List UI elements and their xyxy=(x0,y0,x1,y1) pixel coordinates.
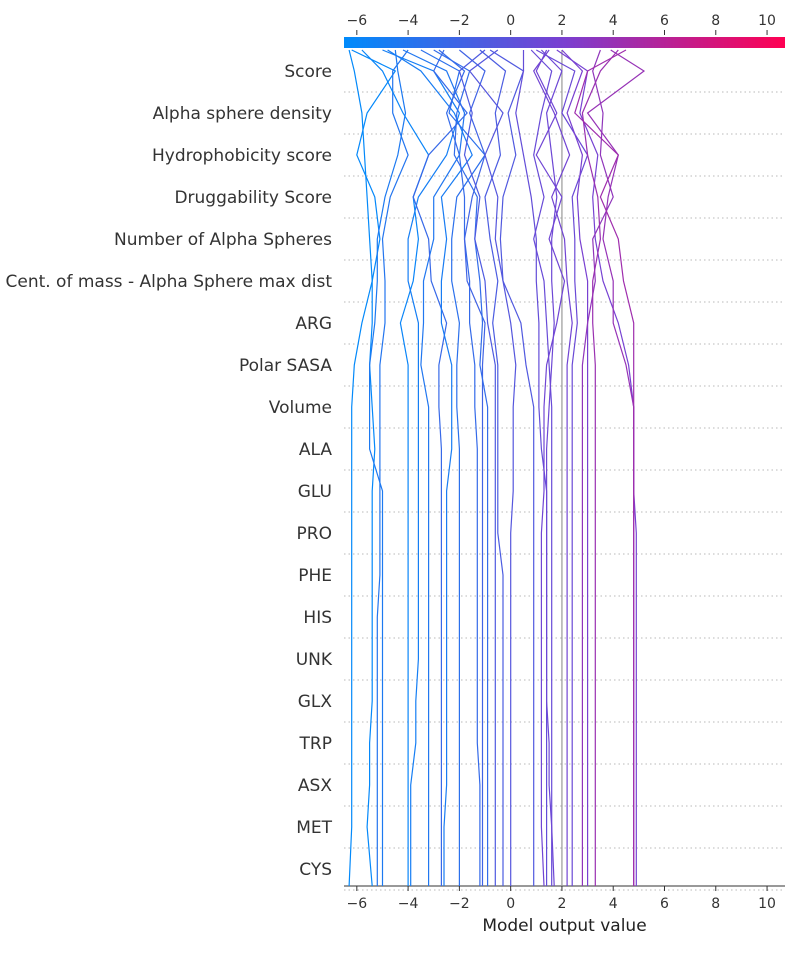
top-tick-label: −4 xyxy=(398,13,419,29)
feature-label: Alpha sphere density xyxy=(153,104,332,124)
feature-labels: Score Alpha sphere density Hydrophobicity … xyxy=(5,62,332,880)
decision-line-13 xyxy=(433,49,489,886)
feature-label: Cent. of mass - Alpha Sphere max dist xyxy=(5,272,332,292)
x-axis-label: Model output value xyxy=(482,916,646,936)
decision-line-11 xyxy=(438,49,481,886)
top-tick-label: −6 xyxy=(346,13,367,29)
decision-line-20 xyxy=(540,49,563,887)
feature-label: MET xyxy=(296,818,332,838)
feature-label: Number of Alpha Spheres xyxy=(114,230,332,250)
bottom-tick-label: 8 xyxy=(711,896,720,912)
decision-line-18 xyxy=(515,50,548,886)
decision-line-8 xyxy=(412,49,468,886)
decision-line-10 xyxy=(420,49,486,886)
decision-line-28 xyxy=(586,49,646,886)
axes: −6 −6 −4 −4 −2 −2 0 0 2 2 4 4 6 6 8 8 10 10 xyxy=(344,13,785,912)
feature-label: GLU xyxy=(298,482,332,502)
decision-line-15 xyxy=(479,49,507,886)
decision-line-29 xyxy=(574,49,635,886)
decision-line-16 xyxy=(468,49,517,886)
decision-line-25 xyxy=(556,49,637,886)
decision-line-7 xyxy=(402,49,466,886)
feature-label: ALA xyxy=(299,440,332,460)
feature-label: Polar SASA xyxy=(239,356,332,376)
decision-line-22 xyxy=(533,49,573,886)
feature-label: Hydrophobicity score xyxy=(152,146,332,166)
decision-line-23 xyxy=(536,49,589,886)
top-tick-label: 0 xyxy=(506,13,515,29)
feature-label: HIS xyxy=(303,608,332,628)
decision-line-3 xyxy=(376,49,409,886)
feature-label: TRP xyxy=(299,734,332,754)
row-gridlines xyxy=(344,91,785,891)
feature-label: PHE xyxy=(298,566,332,586)
top-tick-label: 10 xyxy=(758,13,776,29)
top-tick-label: −2 xyxy=(449,13,470,29)
decision-line-27 xyxy=(581,49,619,886)
bottom-tick-label: −2 xyxy=(449,896,470,912)
bottom-tick-label: 0 xyxy=(506,896,515,912)
decision-line-26 xyxy=(581,49,614,886)
decision-line-17 xyxy=(489,49,535,886)
bottom-tick-label: 2 xyxy=(557,896,566,912)
decision-line-24 xyxy=(561,49,589,886)
feature-label: GLX xyxy=(298,692,333,712)
bottom-tick-label: −6 xyxy=(346,896,367,912)
decision-line-14 xyxy=(458,49,496,886)
feature-label: PRO xyxy=(297,524,332,544)
bottom-tick-label: 10 xyxy=(758,896,776,912)
decision-line-1 xyxy=(348,49,373,887)
top-tick-label: 2 xyxy=(557,13,566,29)
feature-label: ASX xyxy=(298,776,332,796)
bottom-tick-label: 6 xyxy=(660,896,669,912)
feature-label: Volume xyxy=(269,398,332,418)
feature-label: Score xyxy=(284,62,332,82)
decision-line-4 xyxy=(369,49,407,886)
decision-line-12 xyxy=(459,49,486,886)
bottom-tick-label: −4 xyxy=(398,896,419,912)
bottom-tick-label: 4 xyxy=(609,896,618,912)
feature-label: CYS xyxy=(299,860,332,880)
decision-line-19 xyxy=(530,49,553,886)
decision-line-6 xyxy=(382,49,461,886)
colorbar xyxy=(344,37,785,48)
top-tick-label: 4 xyxy=(609,13,618,29)
feature-label: ARG xyxy=(295,314,332,334)
decision-lines xyxy=(348,49,646,887)
top-tick-label: 8 xyxy=(711,13,720,29)
top-tick-label: 6 xyxy=(660,13,669,29)
decision-line-21 xyxy=(535,49,566,887)
feature-label: Druggability Score xyxy=(174,188,332,208)
feature-label: UNK xyxy=(296,650,333,670)
decision-line-2 xyxy=(351,49,397,887)
